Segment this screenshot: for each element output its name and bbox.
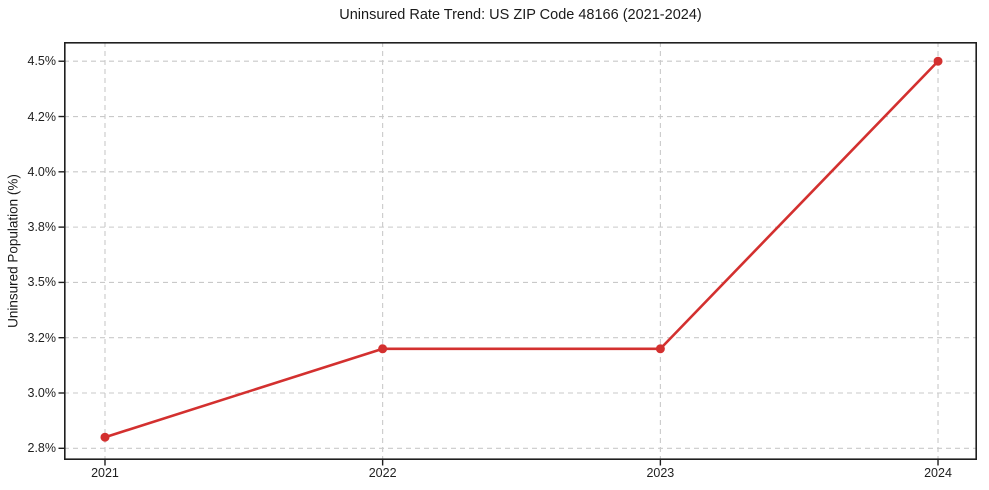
y-tick-label: 4.2% [27,109,57,124]
data-point-marker [933,56,943,66]
plot-border [64,42,978,460]
data-point-marker [100,432,110,442]
y-tick-label: 3.0% [27,386,57,400]
y-tick-label: 4.0% [27,164,57,179]
data-point-marker [655,344,665,354]
y-tick-label: 3.5% [27,275,57,290]
x-tick-label: 2022 [368,466,397,480]
data-point-marker [378,344,388,354]
x-tick-label: 2024 [924,466,952,480]
plot-svg [58,42,978,466]
plot-area [58,42,978,466]
y-axis-label: Uninsured Population (%) [5,174,21,328]
x-tick-label: 2021 [91,466,119,480]
y-tick-label: 3.2% [27,330,57,345]
y-tick-label: 3.8% [27,220,57,235]
trend-line [103,59,940,439]
chart-title: Uninsured Rate Trend: US ZIP Code 48166 … [339,7,702,23]
y-tick-label: 4.5% [27,54,57,69]
x-tick-label: 2023 [646,466,675,480]
y-tick-label: 2.8% [27,441,57,456]
